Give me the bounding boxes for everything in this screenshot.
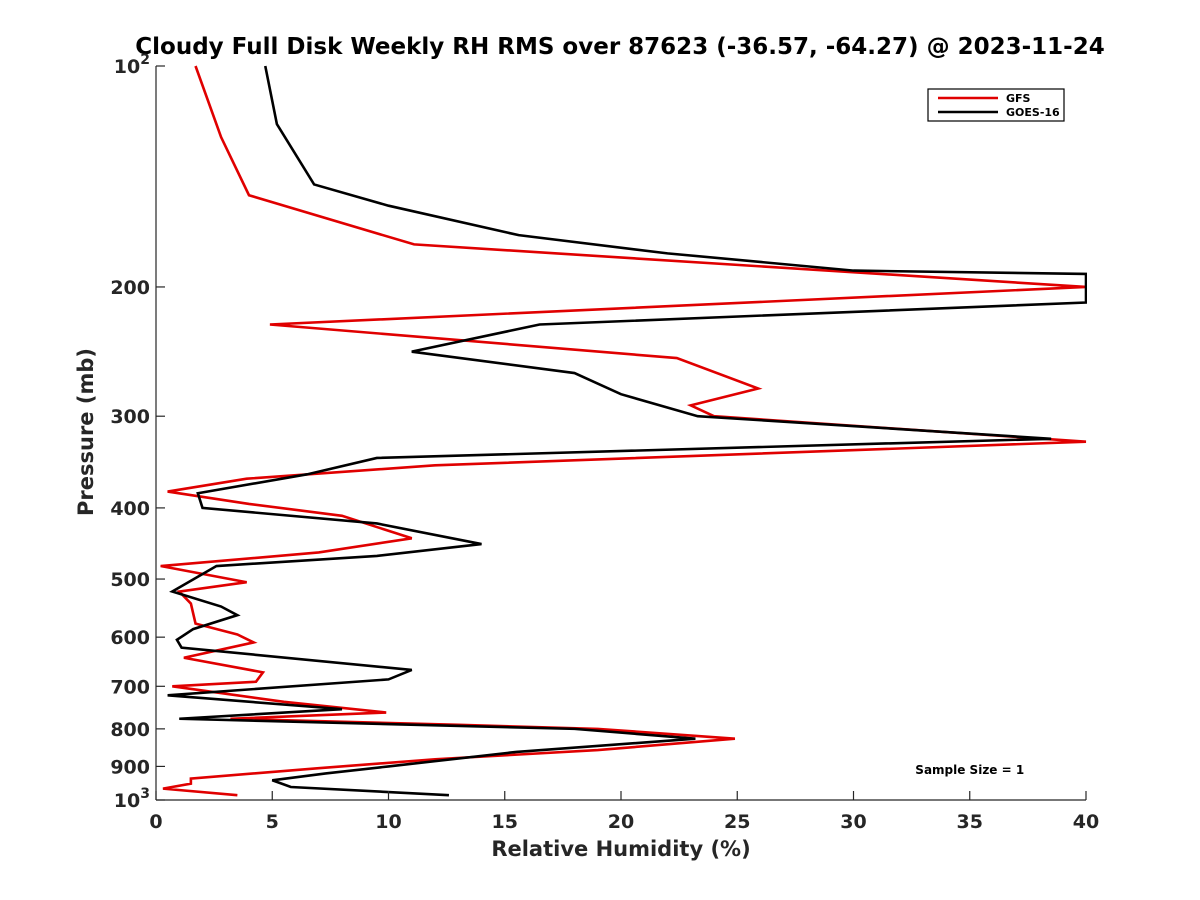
x-tick-label: 5 [266, 811, 279, 833]
legend-entry-label: GFS [1006, 92, 1031, 105]
plot-area: 0 5 10 15 20 25 30 35 40 102 200 300 400 500 600 700 80… [110, 52, 1099, 833]
y-tick-label: 102 [114, 52, 150, 78]
y-tick-label: 900 [110, 756, 150, 778]
x-tick-label: 15 [492, 811, 518, 833]
y-tick-label: 600 [110, 627, 150, 649]
x-axis-ticks: 0 5 10 15 20 25 30 35 40 [149, 791, 1099, 833]
y-tick-label: 300 [110, 406, 150, 428]
y-tick-label: 700 [110, 676, 150, 698]
y-axis-ticks: 102 200 300 400 500 600 700 800 900 103 [110, 52, 165, 812]
y-axis-label: Pressure (mb) [74, 348, 98, 516]
y-tick-label: 103 [114, 786, 150, 812]
legend-box [927, 88, 1065, 122]
x-tick-label: 35 [957, 811, 983, 833]
annotations-layer: Sample Size = 1 [915, 763, 1024, 777]
y-tick-label: 200 [110, 277, 150, 299]
x-tick-label: 0 [149, 811, 162, 833]
x-axis-label: Relative Humidity (%) [491, 837, 750, 861]
x-tick-label: 30 [840, 811, 866, 833]
y-tick-label: 800 [110, 719, 150, 741]
y-tick-label: 400 [110, 498, 150, 520]
series-line-gfs [160, 65, 1087, 797]
series-layer [160, 65, 1087, 797]
x-tick-label: 40 [1073, 811, 1099, 833]
x-tick-label: 10 [375, 811, 401, 833]
x-tick-label: 20 [608, 811, 634, 833]
legend-entry-label: GOES-16 [1006, 106, 1060, 119]
sample-size-annotation: Sample Size = 1 [915, 763, 1024, 777]
chart-title: Cloudy Full Disk Weekly RH RMS over 8762… [135, 34, 1104, 60]
series-line-goes-16 [167, 65, 1087, 797]
y-tick-label: 500 [110, 569, 150, 591]
x-tick-label: 25 [724, 811, 750, 833]
